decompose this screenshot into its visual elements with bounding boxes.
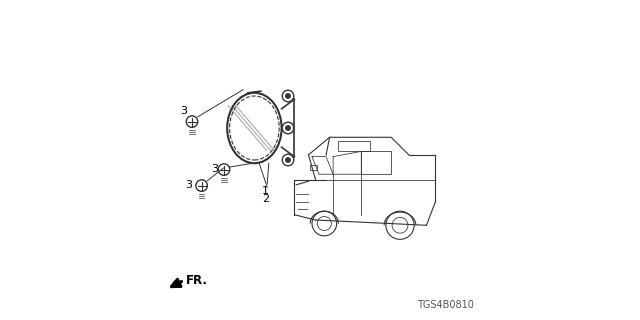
Circle shape [285,125,291,131]
Text: FR.: FR. [186,274,207,286]
Text: 3: 3 [185,180,192,190]
Text: 1: 1 [262,186,269,196]
Circle shape [285,93,291,99]
Text: TGS4B0810: TGS4B0810 [417,300,474,310]
Text: 2: 2 [262,194,269,204]
Circle shape [285,157,291,163]
Text: 3: 3 [180,106,187,116]
Text: 3: 3 [212,164,219,174]
